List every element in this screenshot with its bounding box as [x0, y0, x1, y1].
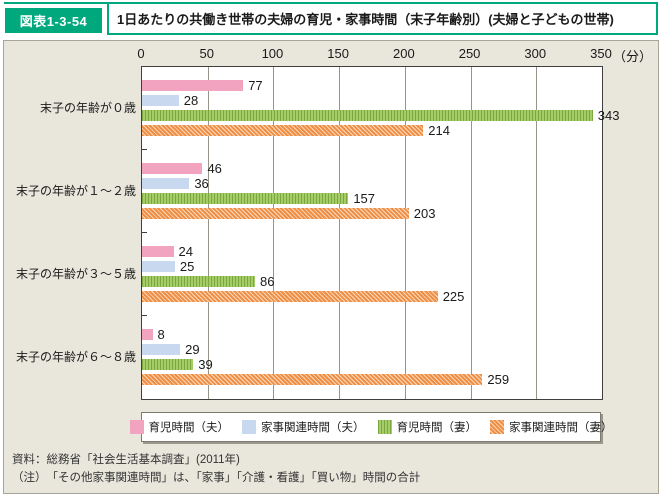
- x-axis: （分） 0 50 100 150 200 250 300 350: [137, 46, 652, 64]
- legend-swatch: [242, 420, 256, 434]
- bar-row: 8: [142, 327, 602, 342]
- bar-group: 77 28 343 214: [142, 67, 620, 150]
- bar: [142, 95, 179, 106]
- bar: [142, 276, 256, 287]
- category-label: 末子の年齢が１～２歳: [15, 184, 136, 198]
- bar: [142, 329, 153, 340]
- bar-row: 28: [142, 93, 602, 108]
- legend-swatch: [377, 420, 392, 434]
- legend: 育児時間（夫） 家事関連時間（夫） 育児時間（妻） 家事関連時間（妻）: [129, 412, 613, 442]
- category-label: 末子の年齢が６～８歳: [15, 350, 136, 364]
- bar-row: 29: [142, 342, 602, 357]
- x-axis-tick-label: 0: [137, 46, 145, 61]
- bar-row: 36: [142, 176, 602, 191]
- bar-row: 203: [142, 206, 602, 221]
- gridline: [273, 67, 275, 399]
- bar-value-label: 259: [487, 372, 510, 387]
- bar-value-label: 24: [178, 244, 193, 259]
- x-axis-tick-label: 350: [590, 46, 612, 61]
- bar: [142, 125, 424, 136]
- bar-row: 86: [142, 274, 602, 289]
- legend-label: 育児時間（夫）: [148, 422, 230, 434]
- bar-group: 46 36 157 203: [142, 150, 602, 233]
- bar: [142, 80, 244, 91]
- bar: [142, 193, 349, 204]
- gridline: [207, 67, 209, 399]
- bar-value-label: 8: [157, 327, 165, 342]
- category-axis: 末子の年齢が０歳末子の年齢が１～２歳 末子の年齢が３～５歳 末子の年齢が６～８歳: [6, 66, 136, 398]
- gridline: [404, 67, 406, 399]
- footer-source: 資料：総務省「社会生活基本調査」(2011年): [12, 454, 240, 466]
- gridline: [339, 67, 341, 399]
- bar-value-label: 25: [179, 259, 195, 274]
- bar-row: 46: [142, 161, 602, 176]
- legend-item: 育児時間（妻）: [377, 419, 478, 435]
- figure-title-bar: 図表1-3-54 1日あたりの共働き世帯の夫婦の育児・家事時間（末子年齢別）(夫…: [4, 2, 658, 35]
- x-axis-tick-label: 200: [392, 46, 415, 61]
- bar-row: 25: [142, 259, 602, 274]
- x-axis-tick-label: 150: [327, 46, 349, 61]
- bar: [142, 163, 203, 174]
- bar-group: 24 25 86 225: [142, 233, 602, 316]
- bar-row: 39: [142, 357, 602, 372]
- bar-row: 24: [142, 244, 602, 259]
- bar-value-label: 343: [597, 108, 620, 123]
- bar-row: 225: [142, 289, 602, 304]
- bar-row: 214: [142, 123, 602, 138]
- bar: [142, 208, 409, 219]
- figure-title: 1日あたりの共働き世帯の夫婦の育児・家事時間（末子年齢別）(夫婦と子どもの世帯): [107, 2, 658, 35]
- gridline: [470, 67, 472, 399]
- bar-value-label: 46: [207, 161, 222, 176]
- legend-item: 家事関連時間（妻）: [490, 419, 613, 435]
- x-axis-tick-label: 50: [199, 46, 214, 61]
- bar-row: 343: [142, 109, 620, 122]
- x-axis-tick-label: 300: [524, 46, 547, 61]
- chart-panel: （分） 0 50 100 150 200 250 300 350 末子の年齢が０歳 末子の年齢が…: [3, 40, 659, 494]
- legend-item: 家事関連時間（夫）: [242, 419, 365, 435]
- x-axis-tick-label: 100: [261, 46, 284, 61]
- bar-row: 77: [142, 78, 602, 93]
- legend-item: 育児時間（夫）: [129, 419, 230, 435]
- bar-value-label: 225: [442, 289, 465, 304]
- bar-row: 259: [142, 372, 602, 387]
- bar: [142, 110, 593, 121]
- category-boundary-tick: [142, 149, 147, 150]
- bar-value-label: 77: [248, 78, 263, 93]
- bar-value-label: 39: [198, 357, 213, 372]
- bar: [142, 291, 438, 302]
- legend-swatch: [490, 420, 504, 434]
- bar-value-label: 214: [428, 123, 450, 138]
- bar-value-label: 86: [260, 274, 275, 289]
- footer-note: （注） 「その他家事関連時間」は、「家事」「介護・看護」「買い物」時間の合計: [12, 471, 421, 484]
- category-boundary-tick: [142, 315, 147, 316]
- bar-value-label: 157: [353, 191, 376, 206]
- footer: 資料：総務省「社会生活基本調査」(2011年) （注） 「その他家事関連時間」は…: [12, 452, 420, 488]
- bar: [142, 178, 190, 189]
- gridline: [536, 67, 538, 399]
- bar: [142, 246, 174, 257]
- bar: [142, 374, 483, 385]
- category-label: 末子の年齢が０歳: [39, 101, 136, 115]
- bar-value-label: 203: [413, 206, 436, 221]
- bar: [142, 344, 181, 355]
- bar-group: 8 29 39 259: [142, 316, 602, 399]
- axis-unit-label: （分）: [613, 49, 653, 64]
- bar-row: 157: [142, 191, 602, 206]
- legend-swatch: [129, 420, 144, 434]
- bar-value-label: 28: [183, 93, 199, 108]
- figure-number-badge: 図表1-3-54: [5, 8, 102, 33]
- legend-label: 育児時間（妻）: [396, 422, 478, 434]
- bar-value-label: 29: [185, 342, 200, 357]
- legend-label: 家事関連時間（夫）: [261, 422, 365, 434]
- x-axis-tick-label: 250: [458, 46, 481, 61]
- bar: [142, 359, 194, 370]
- legend-label: 家事関連時間（妻）: [509, 422, 613, 434]
- plot-area: 77 28 343 214 46 36 157 203 24 25 86 225 8 29 39 259: [141, 66, 620, 400]
- category-label: 末子の年齢が３～５歳: [15, 267, 136, 281]
- bar-value-label: 36: [194, 176, 209, 191]
- category-boundary-tick: [142, 232, 147, 233]
- bar: [142, 261, 175, 272]
